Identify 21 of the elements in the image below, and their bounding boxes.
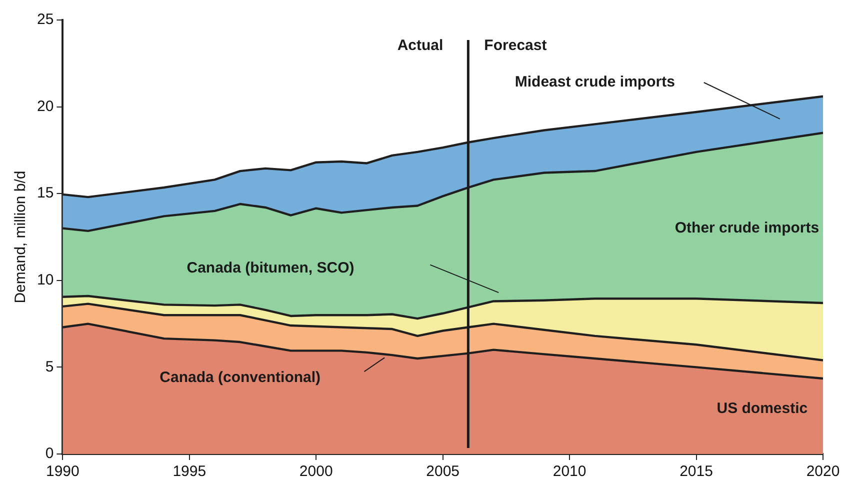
x-tick-label: 1990 bbox=[46, 463, 80, 480]
x-tick-label: 2005 bbox=[426, 463, 460, 480]
annotation: Actual bbox=[397, 37, 444, 54]
series-label: US domestic bbox=[716, 400, 808, 418]
x-tick-label: 2015 bbox=[680, 463, 713, 480]
x-tick-label: 2010 bbox=[552, 463, 586, 480]
x-tick-label: 1995 bbox=[172, 463, 206, 480]
annotation: Forecast bbox=[484, 37, 547, 54]
x-tick-label: 2000 bbox=[299, 463, 333, 480]
series-label: Mideast crude imports bbox=[514, 74, 675, 91]
x-tick-label: 2020 bbox=[806, 463, 840, 480]
y-axis-title: Demand, million b/d bbox=[12, 170, 30, 304]
y-tick-label: 5 bbox=[45, 358, 54, 376]
y-tick-label: 10 bbox=[36, 272, 54, 289]
y-tick-label: 0 bbox=[45, 445, 54, 462]
series-label: Canada (conventional) bbox=[160, 368, 321, 386]
series-label: Canada (bitumen, SCO) bbox=[186, 259, 354, 276]
y-tick-label: 20 bbox=[36, 98, 54, 115]
y-tick-label: 15 bbox=[36, 184, 54, 202]
series-label: Other crude imports bbox=[674, 219, 820, 236]
y-tick-label: 25 bbox=[36, 11, 54, 28]
